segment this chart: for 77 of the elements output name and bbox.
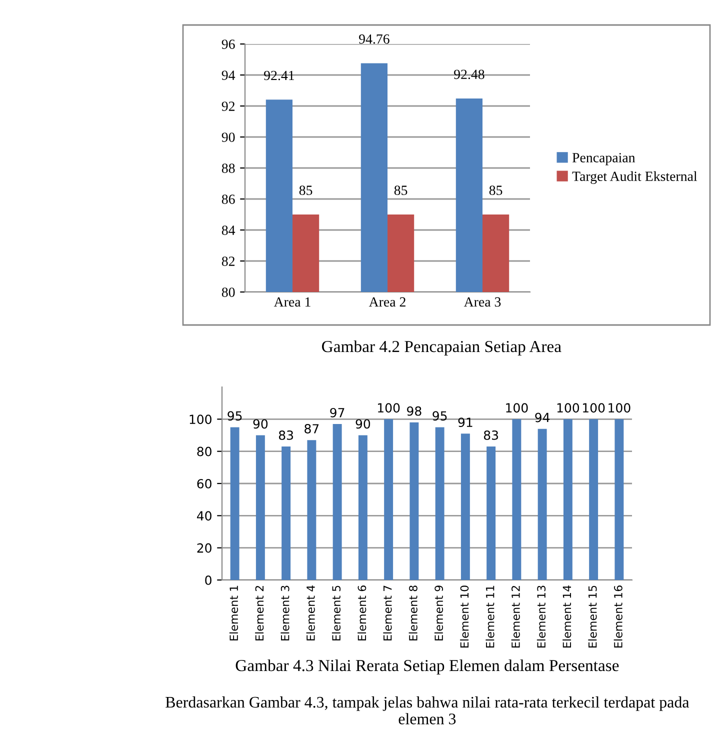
x-tick-label: Area 2 bbox=[368, 297, 406, 307]
y-tick-label: 94 bbox=[222, 70, 236, 80]
data-label: 95 bbox=[432, 411, 447, 421]
text: Gambar 4.3 Nilai Rerata Setiap Elemen dalam Persentase bbox=[236, 659, 619, 675]
data-label: 85 bbox=[299, 186, 312, 196]
x-tick-label: Element 6 bbox=[358, 586, 366, 640]
legend-label: Pencapaian bbox=[572, 153, 636, 166]
x-tick-label: Element 13 bbox=[536, 586, 546, 648]
y-tick-label: 100 bbox=[190, 414, 212, 424]
x-tick-label: Element 14 bbox=[562, 585, 572, 648]
x-tick-label: Element 7 bbox=[383, 586, 392, 640]
y-tick-label: 60 bbox=[197, 478, 212, 488]
data-label: 85 bbox=[394, 186, 408, 196]
y-tick-label: 88 bbox=[222, 164, 235, 173]
bar bbox=[435, 427, 444, 580]
x-tick-label: Element 12 bbox=[511, 586, 520, 648]
y-tick-label: 90 bbox=[222, 132, 235, 142]
y-tick-label: 86 bbox=[222, 194, 235, 204]
data-label: 100 bbox=[608, 403, 630, 413]
text: Berdasarkan Gambar 4.3, tampak jelas bahwa nilai rata-rata terkecil terdapat pada elemen 3 bbox=[166, 696, 690, 724]
bar bbox=[538, 428, 547, 580]
data-label: 92.48 bbox=[454, 70, 484, 80]
x-tick-label: Area 1 bbox=[274, 297, 310, 307]
data-label: 92.41 bbox=[264, 70, 294, 80]
x-tick-label: Element 5 bbox=[332, 586, 341, 640]
data-label: 90 bbox=[253, 419, 268, 429]
bar bbox=[486, 446, 496, 580]
text: Gambar 4.2 Pencapaian Setiap Area bbox=[322, 340, 562, 356]
bar bbox=[358, 435, 368, 580]
data-label: 100 bbox=[506, 403, 528, 413]
data-label: 97 bbox=[330, 408, 344, 418]
data-label: 83 bbox=[484, 430, 498, 440]
x-tick-label: Element 11 bbox=[486, 586, 494, 648]
x-tick-label: Element 16 bbox=[614, 586, 622, 648]
y-tick-label: 84 bbox=[222, 226, 236, 235]
bar bbox=[460, 434, 470, 580]
data-label: 90 bbox=[356, 419, 370, 429]
bar bbox=[614, 419, 624, 580]
data-label: 100 bbox=[583, 403, 605, 413]
bar bbox=[307, 440, 316, 580]
data-label: 91 bbox=[458, 418, 472, 428]
bar bbox=[384, 419, 394, 580]
x-tick-label: Element 2 bbox=[255, 586, 264, 640]
data-label: 95 bbox=[228, 411, 242, 421]
x-tick-label: Element 15 bbox=[588, 586, 597, 648]
data-label: 85 bbox=[489, 186, 502, 196]
data-label: 87 bbox=[304, 424, 319, 434]
x-tick-label: Element 4 bbox=[306, 585, 315, 640]
y-tick-label: 80 bbox=[197, 446, 212, 456]
bar bbox=[563, 419, 572, 580]
y-tick-label: 80 bbox=[222, 288, 235, 297]
data-label: 94.76 bbox=[359, 34, 390, 44]
data-label: 94 bbox=[535, 412, 550, 422]
bar bbox=[256, 435, 265, 580]
bar bbox=[332, 424, 342, 580]
data-label: 100 bbox=[378, 403, 400, 413]
x-tick-label: Element 1 bbox=[229, 586, 238, 640]
bar bbox=[512, 419, 522, 580]
x-tick-label: Element 9 bbox=[434, 586, 444, 640]
legend-label: Target Audit Eksternal bbox=[572, 171, 698, 184]
x-tick-label: Area 3 bbox=[464, 297, 501, 307]
bar bbox=[230, 427, 240, 580]
y-tick-label: 82 bbox=[222, 256, 235, 266]
y-tick-label: 40 bbox=[196, 511, 212, 521]
y-tick-label: 20 bbox=[197, 543, 212, 553]
bar bbox=[589, 419, 598, 580]
y-tick-label: 92 bbox=[222, 102, 235, 111]
bar bbox=[282, 446, 291, 580]
y-tick-label: 0 bbox=[205, 575, 212, 585]
x-tick-label: Element 10 bbox=[460, 586, 469, 648]
data-label: 83 bbox=[278, 430, 294, 440]
data-label: 98 bbox=[407, 406, 422, 416]
data-label: 100 bbox=[557, 403, 580, 413]
x-tick-label: Element 8 bbox=[408, 586, 418, 640]
bar bbox=[410, 422, 419, 580]
x-tick-label: Element 3 bbox=[280, 586, 290, 640]
y-tick-label: 96 bbox=[222, 40, 235, 49]
